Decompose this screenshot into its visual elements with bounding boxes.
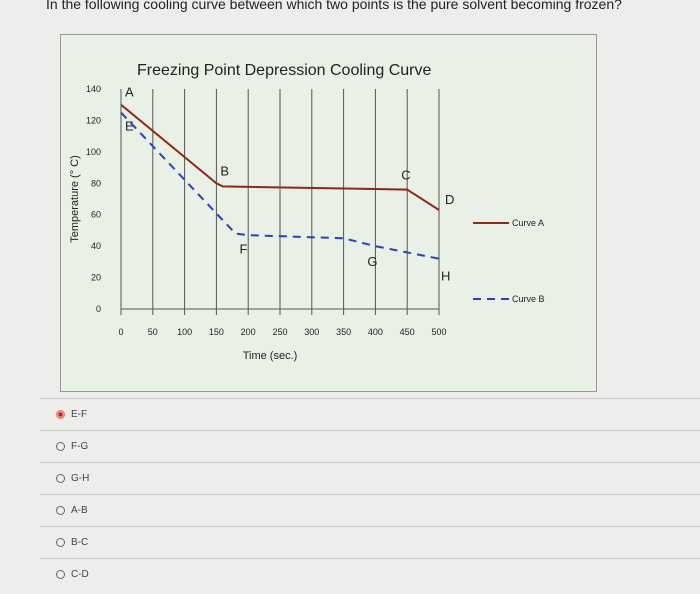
option-label: A-B <box>71 505 88 516</box>
point-label: C <box>401 168 410 183</box>
series-line-curve-a <box>120 103 440 211</box>
x-tick-label: 100 <box>177 327 192 337</box>
option-c-d[interactable]: C-D <box>40 558 700 590</box>
option-label: G-H <box>71 473 90 484</box>
y-tick-label: 40 <box>91 241 101 251</box>
radio-button[interactable] <box>56 538 65 547</box>
y-tick-label: 20 <box>91 273 101 283</box>
point-label: D <box>445 192 454 207</box>
x-tick-label: 0 <box>118 327 123 337</box>
y-tick-label: 0 <box>96 304 101 314</box>
x-tick-label: 300 <box>304 327 319 337</box>
radio-button[interactable] <box>56 442 65 451</box>
y-tick-label: 100 <box>86 147 101 157</box>
question-text: In the following cooling curve between w… <box>46 0 622 12</box>
radio-button[interactable] <box>56 474 65 483</box>
x-tick-label: 200 <box>241 327 256 337</box>
radio-button[interactable] <box>56 570 65 579</box>
x-tick-label: 350 <box>336 327 351 337</box>
y-axis-label: Temperature (° C) <box>69 155 81 243</box>
option-label: C-D <box>71 569 89 580</box>
x-tick-label: 250 <box>272 327 287 337</box>
y-tick-label: 60 <box>91 210 101 220</box>
point-label: G <box>367 254 377 269</box>
y-tick-label: 140 <box>86 84 101 94</box>
x-tick-label: 400 <box>368 327 383 337</box>
option-g-h[interactable]: G-H <box>40 462 700 494</box>
point-label: A <box>125 85 134 100</box>
option-label: B-C <box>71 537 89 548</box>
point-label: H <box>441 269 450 284</box>
x-tick-label: 50 <box>148 327 158 337</box>
chart-title: Freezing Point Depression Cooling Curve <box>137 62 431 79</box>
option-label: F-G <box>71 441 89 452</box>
legend-label: Curve B <box>512 294 545 304</box>
x-tick-label: 150 <box>209 327 224 337</box>
radio-button[interactable] <box>56 410 65 419</box>
radio-button[interactable] <box>56 506 65 515</box>
chart: Freezing Point Depression Cooling Curve 0… <box>60 34 597 392</box>
y-tick-label: 80 <box>91 178 101 188</box>
series-line-curve-b <box>120 111 440 260</box>
x-tick-label: 450 <box>400 327 415 337</box>
x-axis-label: Time (sec.) <box>243 350 298 362</box>
point-label: B <box>220 163 229 178</box>
point-label: E <box>125 119 134 134</box>
point-label: F <box>239 242 247 257</box>
option-b-c[interactable]: B-C <box>40 526 700 558</box>
legend-label: Curve A <box>512 218 544 228</box>
answer-options: E-F F-G G-H A-B B-C C-D <box>40 398 700 590</box>
chart-svg: Freezing Point Depression Cooling Curve 0… <box>69 62 545 362</box>
option-e-f[interactable]: E-F <box>40 398 700 430</box>
x-tick-label: 500 <box>431 327 446 337</box>
option-a-b[interactable]: A-B <box>40 494 700 526</box>
option-label: E-F <box>71 409 88 420</box>
y-tick-label: 120 <box>86 115 101 125</box>
option-f-g[interactable]: F-G <box>40 430 700 462</box>
